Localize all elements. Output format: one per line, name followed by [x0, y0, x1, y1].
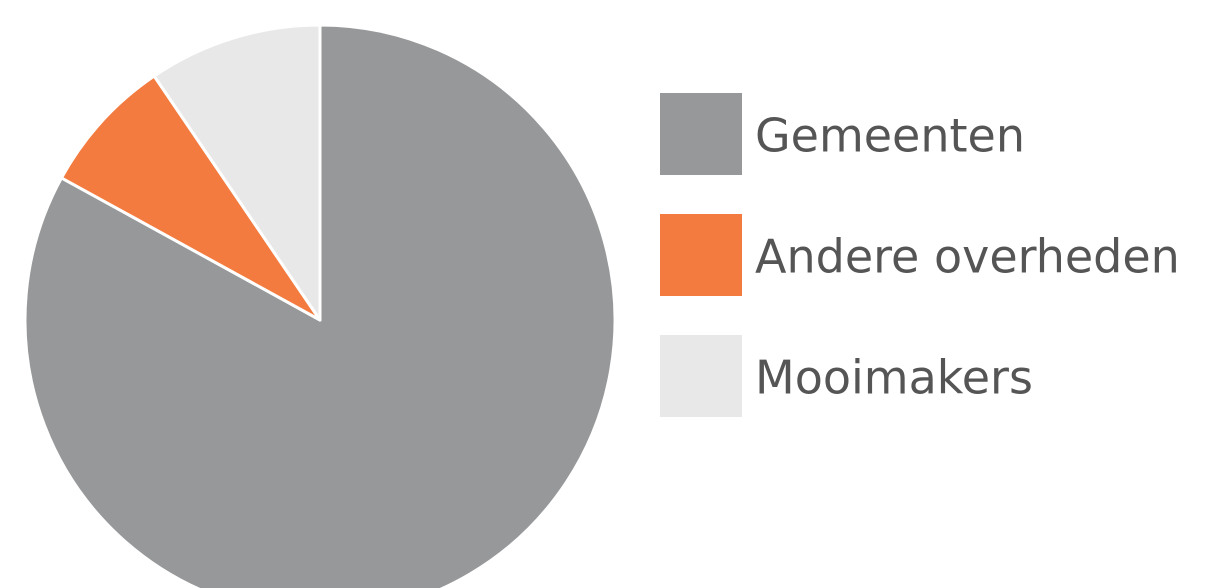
legend-swatch: [660, 214, 742, 296]
pie-slice: [152, 23, 322, 322]
pie-slice: [59, 74, 322, 322]
legend-swatch: [660, 93, 742, 175]
legend-label: Andere overheden: [755, 230, 1180, 284]
legend-label: Gemeenten: [755, 109, 1025, 163]
legend-label: Mooimakers: [755, 351, 1033, 405]
pie-slice: [23, 23, 617, 588]
legend-swatch: [660, 335, 742, 417]
